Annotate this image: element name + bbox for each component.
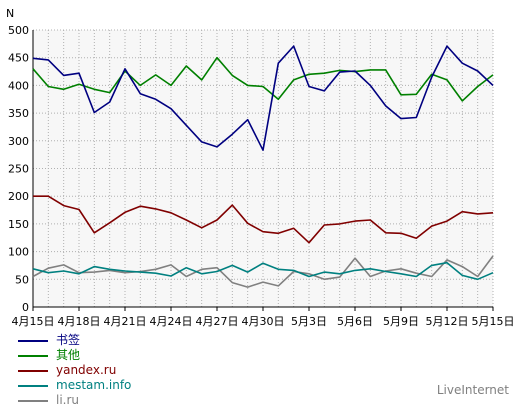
y-ticks: 0 50 100 150 200 250 300 350 400 450 500 [8, 24, 29, 314]
y-axis-label: N [6, 7, 14, 20]
legend-swatch [18, 339, 48, 342]
series-line-1 [32, 56, 494, 102]
legend-swatch [18, 369, 48, 372]
series-line-2 [33, 195, 494, 244]
brand-label: LiveInternet [436, 383, 509, 397]
x-tick-label: 4月15日 [12, 315, 55, 328]
series-line-0 [32, 45, 494, 151]
series-line-3 [32, 261, 494, 281]
series-lines [32, 45, 494, 288]
x-tick-label: 5月12日 [426, 315, 469, 328]
y-tick-label: 450 [8, 52, 29, 65]
legend-swatch [18, 354, 48, 357]
y-tick-label: 250 [8, 163, 29, 176]
legend-swatch [18, 399, 48, 402]
x-tick-label: 5月15日 [472, 315, 515, 328]
y-tick-label: 100 [8, 246, 29, 259]
legend-item: mestam.info [18, 378, 131, 393]
legend-label: 书签 [56, 333, 81, 347]
legend-label: mestam.info [56, 378, 132, 392]
y-tick-label: 50 [15, 273, 29, 286]
legend-label: 其他 [56, 348, 81, 362]
axes [32, 30, 494, 311]
y-tick-label: 300 [8, 135, 29, 148]
series-line-4 [32, 255, 494, 288]
y-tick-label: 500 [8, 24, 29, 37]
x-tick-label: 4月27日 [196, 315, 239, 328]
legend-item: 其他 [18, 348, 131, 363]
y-tick-label: 200 [8, 190, 29, 203]
x-ticks: 4月15日 4月18日 4月21日 4月24日 4月27日 4月30日 5月3日 5月6日 5月… [12, 315, 515, 328]
y-tick-label: 350 [8, 107, 29, 120]
x-tick-label: 5月9日 [383, 315, 419, 328]
legend-label: yandex.ru [56, 363, 117, 377]
legend-label: li.ru [56, 393, 80, 407]
grid [32, 29, 494, 308]
x-tick-label: 4月24日 [150, 315, 193, 328]
y-tick-label: 0 [22, 301, 29, 314]
legend-item: 书签 [18, 333, 131, 348]
x-tick-label: 4月30日 [242, 315, 285, 328]
x-tick-label: 4月21日 [104, 315, 147, 328]
legend-swatch [18, 384, 48, 387]
legend: 书签 其他 yandex.ru mestam.info li.ru [18, 333, 131, 408]
y-tick-label: 400 [8, 79, 29, 92]
x-tick-label: 4月18日 [58, 315, 101, 328]
legend-item: yandex.ru [18, 363, 131, 378]
legend-item: li.ru [18, 393, 131, 408]
x-tick-label: 5月3日 [291, 315, 327, 328]
x-tick-label: 5月6日 [337, 315, 373, 328]
y-tick-label: 150 [8, 218, 29, 231]
